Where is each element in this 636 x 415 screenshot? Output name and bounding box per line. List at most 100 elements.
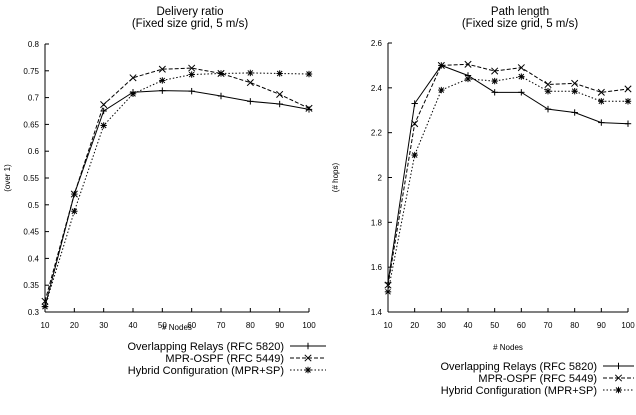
y-tick-label: 2.2 [371, 129, 383, 138]
legend-label: Overlapping Relays (RFC 5820) [440, 361, 597, 373]
data-point-stroke [437, 61, 445, 69]
data-point-stroke [276, 70, 283, 77]
x-tick-label: 70 [544, 321, 553, 330]
data-point-stroke [70, 190, 78, 198]
data-point-stroke [100, 101, 108, 109]
data-point [598, 119, 605, 126]
y-tick-label: 0.3 [28, 308, 40, 317]
series-x [384, 60, 632, 289]
legend-label: Hybrid Configuration (MPR+SP) [128, 365, 284, 377]
y-tick-label: 1.6 [371, 263, 383, 272]
y-tick-label: 0.45 [23, 228, 39, 237]
data-point [305, 70, 313, 78]
data-point-stroke [491, 67, 499, 75]
data-point [159, 77, 166, 84]
data-point [188, 87, 195, 95]
data-point [544, 87, 552, 95]
data-point [71, 208, 78, 215]
data-point [305, 106, 313, 113]
data-point-stroke [158, 65, 166, 73]
data-point [247, 98, 254, 105]
data-point [464, 75, 472, 83]
y-tick-label: 0.75 [23, 67, 39, 76]
y-tick-label: 2 [378, 174, 383, 183]
data-point [464, 60, 472, 68]
data-point [571, 87, 578, 95]
data-point-stroke [159, 77, 166, 84]
data-point [246, 79, 254, 87]
data-point [129, 90, 137, 98]
y-tick-label: 0.4 [28, 254, 40, 263]
data-point [491, 77, 498, 85]
data-point-stroke [438, 87, 445, 93]
x-tick-label: 100 [621, 321, 635, 330]
y-tick-label: 0.55 [23, 174, 39, 183]
series-x [41, 64, 313, 305]
legend-marker [615, 362, 622, 370]
data-point [384, 281, 392, 289]
data-point [276, 90, 284, 98]
x-tick-label: 40 [464, 321, 473, 330]
data-point [518, 89, 525, 96]
data-point-stroke [545, 88, 551, 95]
data-point-stroke [464, 60, 472, 68]
data-point [544, 105, 552, 113]
series-line [44, 67, 310, 302]
data-point [276, 70, 283, 77]
data-point [384, 288, 392, 296]
data-point [624, 98, 632, 105]
y-tick-label: 1.4 [371, 308, 383, 317]
data-point [411, 120, 419, 128]
x-tick-label: 70 [217, 321, 226, 330]
legend-marker-stroke [615, 387, 622, 393]
data-point-stroke [597, 88, 605, 96]
data-point [188, 71, 195, 78]
data-point [598, 98, 605, 105]
legend-marker-stroke [304, 354, 312, 362]
data-point [438, 86, 445, 94]
data-point [517, 64, 525, 72]
x-tick-label: 90 [597, 321, 606, 330]
data-point-stroke [305, 104, 313, 112]
data-point-stroke [218, 70, 224, 77]
legend-marker-stroke [614, 374, 623, 382]
legend-marker [615, 386, 622, 394]
legend-label: Overlapping Relays (RFC 5820) [127, 341, 284, 353]
x-tick-label: 30 [99, 321, 108, 330]
data-point-stroke [598, 98, 605, 105]
legend: Overlapping Relays (RFC 5820)MPR-OSPF (R… [440, 361, 634, 397]
data-point [247, 69, 254, 77]
data-point-stroke [130, 90, 136, 97]
chart-subtitle: (Fixed size grid, 5 m/s) [462, 18, 578, 30]
data-point-stroke [517, 64, 525, 72]
y-tick-label: 1.8 [371, 218, 383, 227]
x-tick-label: 60 [187, 321, 196, 330]
data-point [217, 70, 225, 77]
series-plus [41, 87, 313, 310]
series-plus [384, 62, 632, 287]
series-star [41, 69, 313, 310]
data-point [217, 92, 225, 100]
x-tick-label: 20 [410, 321, 419, 330]
x-tick-label: 60 [517, 321, 526, 330]
series-line [44, 72, 310, 307]
data-point-stroke [625, 98, 631, 105]
data-point [624, 120, 632, 127]
data-point-stroke [624, 85, 632, 93]
x-tick-label: 100 [302, 321, 316, 330]
x-tick-label: 30 [437, 321, 446, 330]
chart-path-length: Path length(Fixed size grid, 5 m/s) 1.4 1.… [331, 6, 635, 397]
data-point [411, 100, 418, 107]
y-tick-label: 0.6 [28, 147, 40, 156]
data-point [159, 87, 166, 94]
data-point [491, 67, 499, 75]
data-point [41, 303, 49, 310]
data-point [437, 61, 445, 69]
x-tick-label: 10 [41, 321, 50, 330]
x-tick-label: 50 [490, 321, 499, 330]
x-tick-label: 10 [384, 321, 393, 330]
data-point [518, 73, 525, 80]
data-point-stroke [411, 120, 419, 128]
series-line [387, 64, 629, 283]
y-tick-label: 0.5 [28, 201, 40, 210]
